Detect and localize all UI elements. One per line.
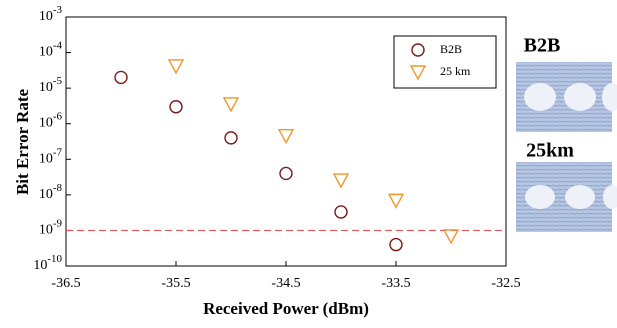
y-tick-label: 10-4 (39, 39, 63, 60)
data-point (390, 239, 402, 251)
y-tick-label: 10-3 (39, 4, 63, 25)
x-tick-label: -35.5 (161, 276, 190, 291)
legend-label: 25 km (440, 64, 471, 78)
eye-label: 25km (526, 140, 574, 162)
data-point (335, 206, 347, 218)
eye-diagram-b2b (516, 62, 617, 132)
x-tick-label: -34.5 (271, 276, 300, 291)
eye-label: B2B (524, 35, 561, 57)
data-point (444, 230, 458, 243)
y-tick-label: 10-6 (39, 110, 63, 131)
y-tick-label: 10-10 (33, 253, 62, 274)
y-tick-label: 10-7 (39, 146, 63, 167)
chart: B2B 25km Received Power (dBm) Bit Error … (0, 0, 617, 323)
y-axis-title: Bit Error Rate (13, 89, 32, 196)
y-tick-label: 10-5 (39, 75, 63, 96)
x-tick-label: -32.5 (491, 276, 520, 291)
legend-label: B2B (440, 42, 462, 56)
x-axis-title: Received Power (dBm) (203, 299, 369, 318)
y-tick-label: 10-8 (39, 181, 63, 202)
y-tick-label: 10-9 (39, 217, 63, 238)
data-point (169, 60, 183, 73)
x-tick-label: -33.5 (381, 276, 410, 291)
data-point (170, 101, 182, 113)
data-point (279, 130, 293, 143)
data-point (334, 174, 348, 187)
data-point (115, 71, 127, 83)
data-point (389, 194, 403, 207)
data-point (280, 167, 292, 179)
x-tick-label: -36.5 (51, 276, 80, 291)
eye-diagram-25km (516, 162, 617, 232)
data-point (225, 132, 237, 144)
data-point (224, 98, 238, 111)
